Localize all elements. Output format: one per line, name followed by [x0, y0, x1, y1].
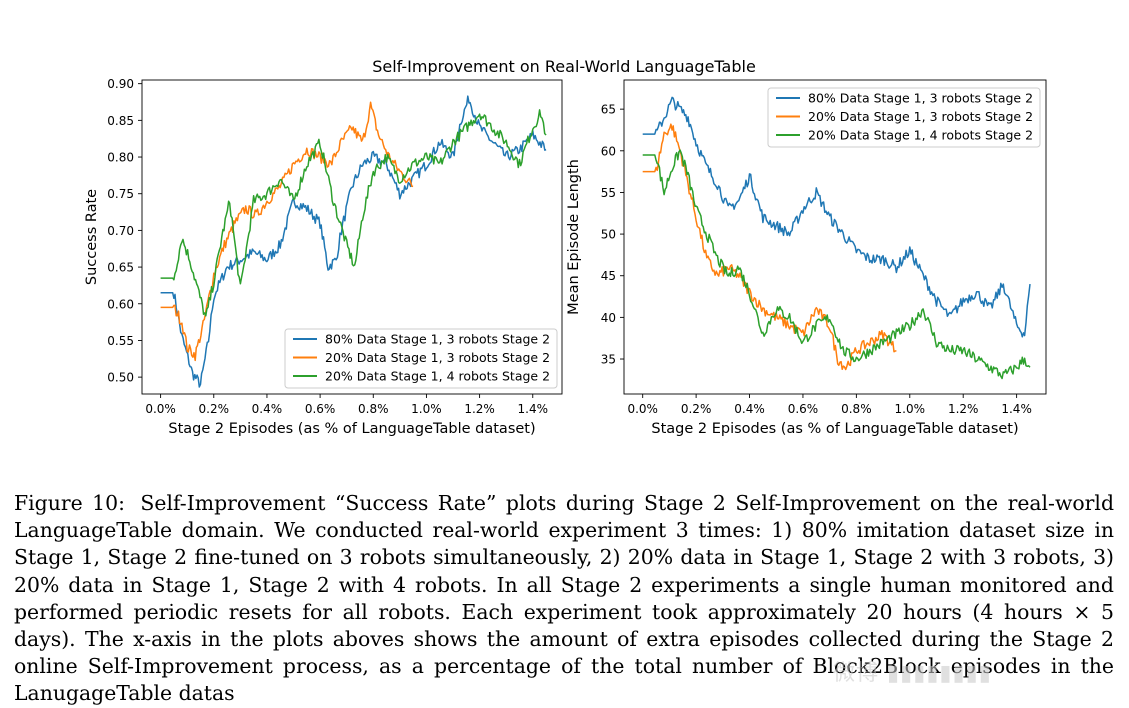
- y-tick-label: 0.90: [107, 77, 134, 91]
- axes-frame: [141, 79, 563, 395]
- x-tick-label: 1.2%: [464, 402, 495, 416]
- legend: 80% Data Stage 1, 3 robots Stage 2 20% Da…: [767, 87, 1041, 148]
- legend-label-1: 80% Data Stage 1, 3 robots Stage 2: [325, 332, 550, 347]
- x-tick-label: 1.2%: [948, 402, 979, 416]
- caption-label: Figure 10:: [14, 491, 125, 515]
- episode-length-chart: 0.0% 0.2% 0.4% 0.6% 0.8% 1.0% 1.2% 1.4% 35 40 45 50…: [566, 79, 1047, 437]
- y-tick-label: 60: [601, 144, 616, 158]
- watermark: 微博 ▮▮▮▮▮▮▮▮: [833, 661, 992, 686]
- legend-label-3: 20% Data Stage 1, 4 robots Stage 2: [808, 128, 1033, 143]
- x-axis-label: Stage 2 Episodes (as % of LanguageTable …: [168, 421, 535, 437]
- axes-frame: [623, 79, 1047, 395]
- series-line-2: [642, 123, 897, 371]
- y-tick-label: 0.50: [107, 371, 134, 385]
- legend-box: [767, 87, 1041, 148]
- legend-box: [284, 328, 558, 389]
- series-line-2: [160, 101, 414, 362]
- y-tick-label: 50: [601, 228, 616, 242]
- series-line-1: [642, 96, 1031, 338]
- x-tick-label: 0.6%: [788, 402, 819, 416]
- x-tick-label: 0.0%: [145, 402, 176, 416]
- x-tick-label: 0.6%: [305, 402, 336, 416]
- figure: Self-Improvement on Real-World LanguageT…: [84, 57, 1047, 437]
- legend-label-3: 20% Data Stage 1, 4 robots Stage 2: [325, 369, 550, 384]
- x-tick-label: 1.0%: [895, 402, 926, 416]
- x-tick-label: 1.4%: [1001, 402, 1032, 416]
- y-tick-label: 0.70: [107, 224, 134, 238]
- y-axis-label: Success Rate: [84, 189, 100, 285]
- legend-label-2: 20% Data Stage 1, 3 robots Stage 2: [808, 109, 1033, 124]
- figure-svg: Self-Improvement on Real-World LanguageT…: [84, 57, 1047, 437]
- legend-label-1: 80% Data Stage 1, 3 robots Stage 2: [808, 91, 1033, 106]
- y-tick-label: 0.75: [107, 187, 134, 201]
- legend-label-2: 20% Data Stage 1, 3 robots Stage 2: [325, 350, 550, 365]
- x-tick-label: 0.2%: [681, 402, 712, 416]
- y-tick-label: 65: [601, 103, 616, 117]
- y-tick-label: 0.55: [107, 334, 134, 348]
- y-tick-label: 0.85: [107, 114, 134, 128]
- series-line-3: [160, 109, 547, 317]
- success-rate-chart: 0.0% 0.2% 0.4% 0.6% 0.8% 1.0% 1.2% 1.4% 0.50 0.55…: [84, 77, 563, 437]
- x-tick-label: 1.4%: [518, 402, 549, 416]
- series-line-1: [160, 95, 547, 388]
- y-tick-label: 40: [601, 311, 616, 325]
- x-tick-label: 0.4%: [734, 402, 765, 416]
- legend: 80% Data Stage 1, 3 robots Stage 2 20% Da…: [284, 328, 558, 389]
- x-tick-label: 0.2%: [199, 402, 230, 416]
- y-axis-label: Mean Episode Length: [566, 159, 582, 315]
- x-tick-label: 0.4%: [252, 402, 283, 416]
- y-tick-label: 45: [601, 269, 616, 283]
- y-tick-label: 0.80: [107, 151, 134, 165]
- figure-suptitle: Self-Improvement on Real-World LanguageT…: [372, 57, 756, 76]
- y-tick-label: 0.60: [107, 297, 134, 311]
- y-tick-label: 0.65: [107, 261, 134, 275]
- x-tick-label: 0.0%: [627, 402, 658, 416]
- x-tick-label: 0.8%: [841, 402, 872, 416]
- y-tick-label: 35: [601, 353, 616, 367]
- x-axis-label: Stage 2 Episodes (as % of LanguageTable …: [651, 421, 1018, 437]
- series-line-3: [642, 149, 1031, 380]
- x-tick-label: 0.8%: [358, 402, 389, 416]
- x-tick-label: 1.0%: [411, 402, 442, 416]
- y-tick-label: 55: [601, 186, 616, 200]
